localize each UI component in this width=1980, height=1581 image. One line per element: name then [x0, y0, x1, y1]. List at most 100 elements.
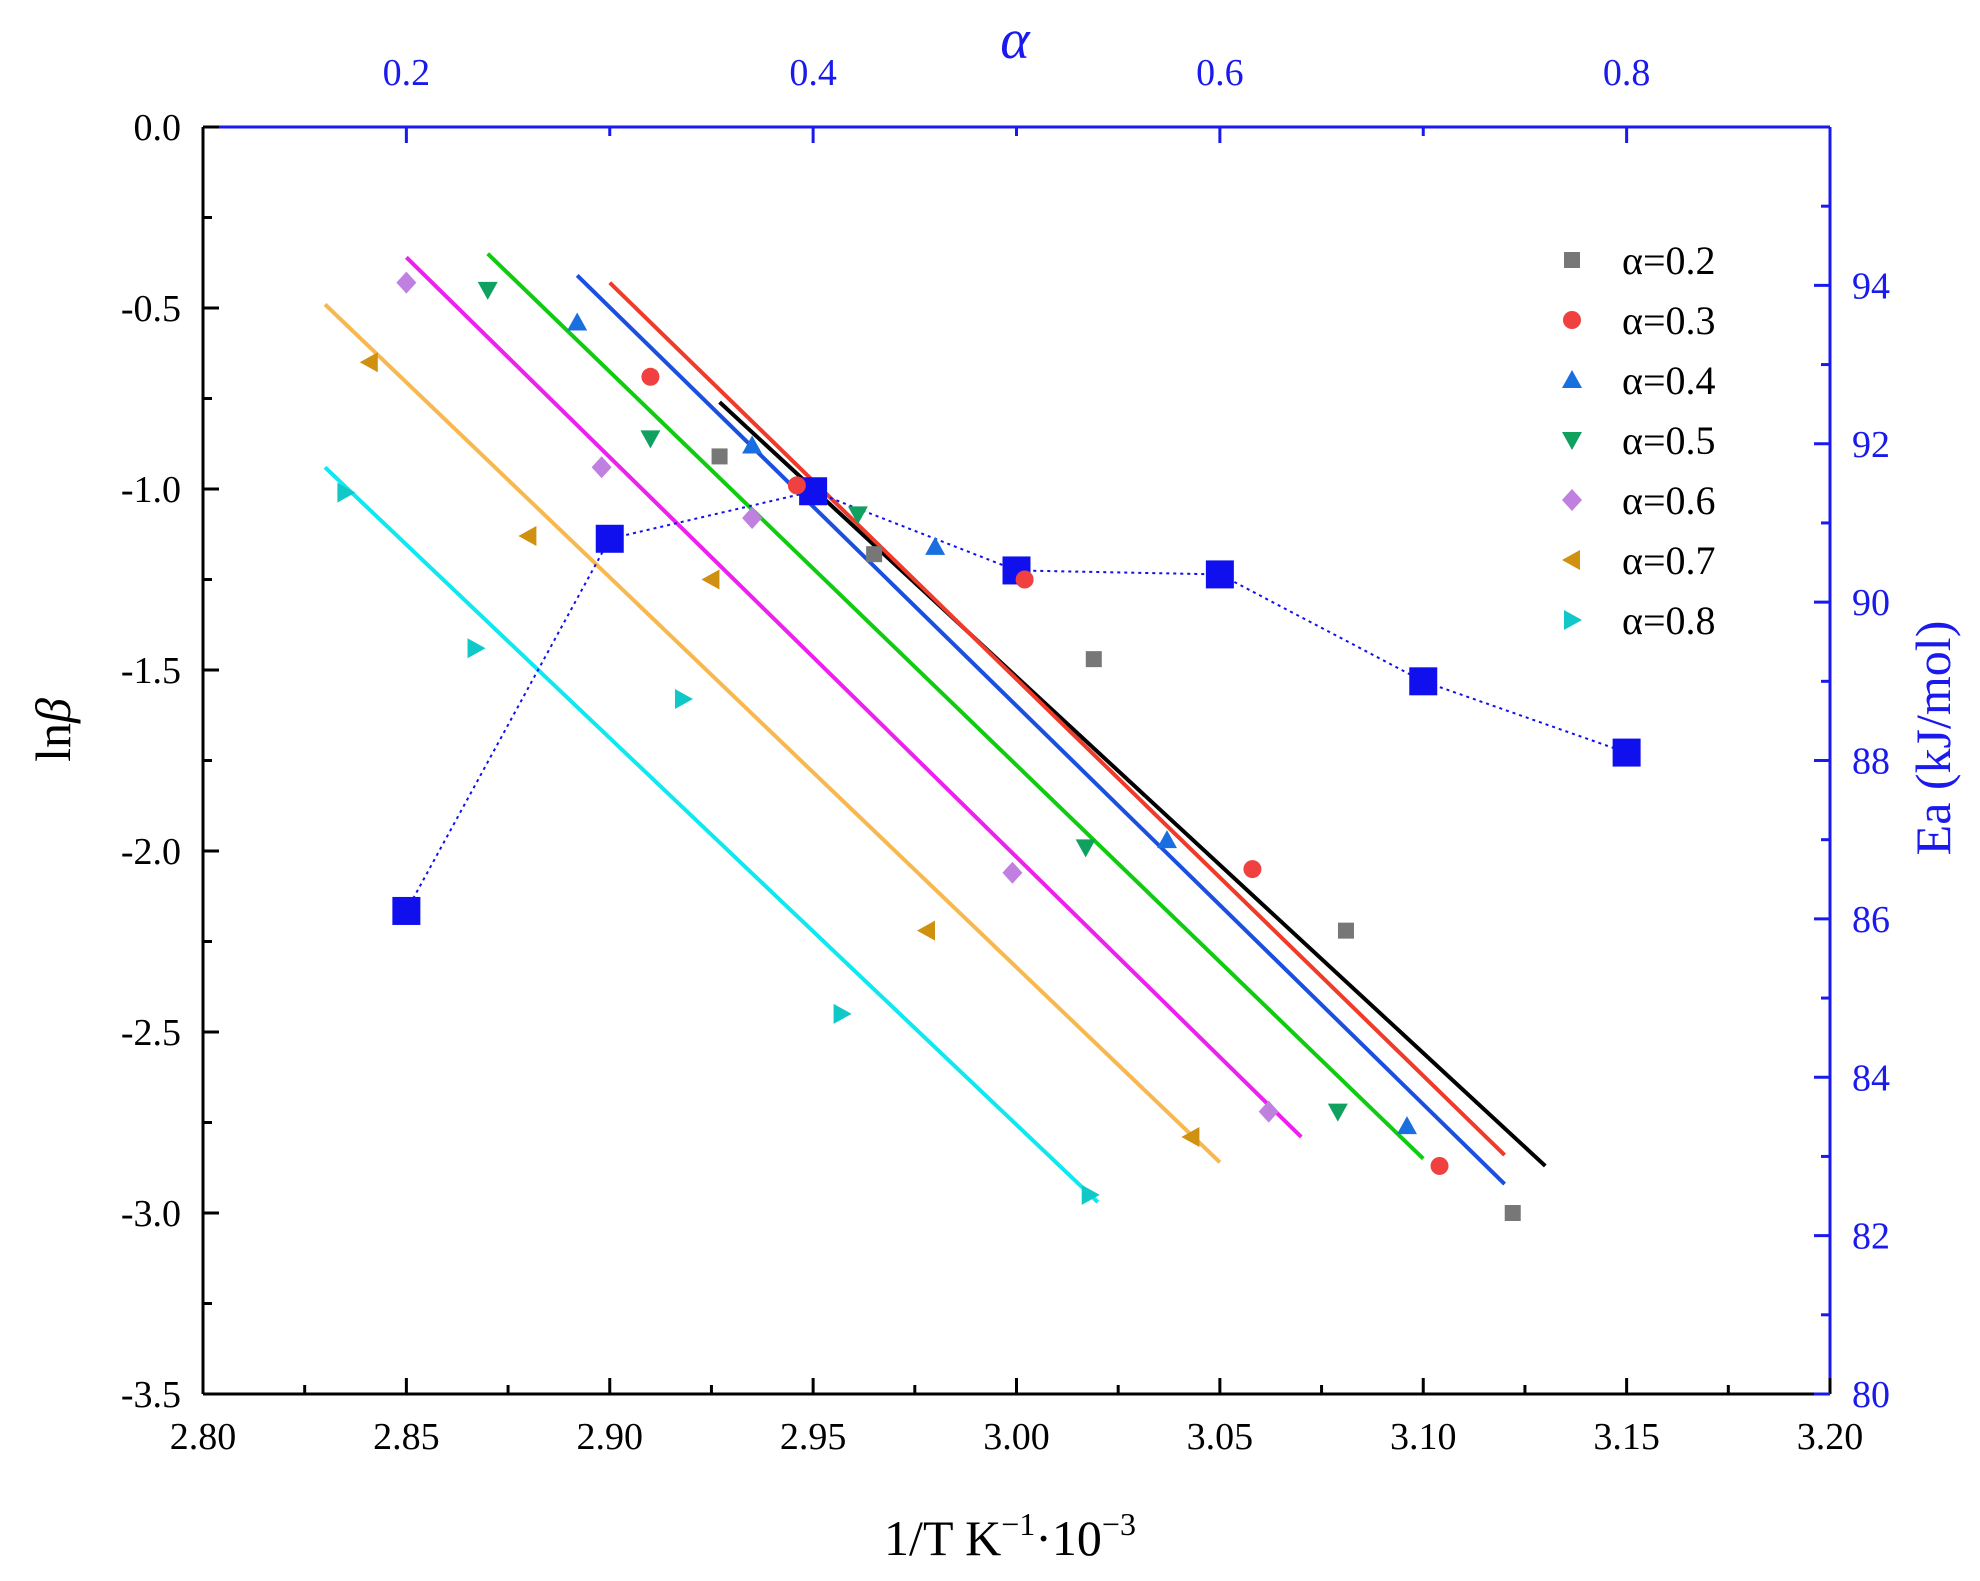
point-alpha-2-3	[1085, 651, 1102, 668]
legend-marker-3	[1563, 311, 1581, 329]
top-tick-label-2: 0.4	[789, 52, 837, 94]
point-alpha-3-1	[641, 367, 660, 386]
y-axis-title-main: ln	[25, 723, 81, 762]
point-alpha-6-1	[396, 271, 417, 294]
legend-marker-7	[1562, 550, 1580, 570]
point-alpha-4-3	[925, 536, 946, 555]
right-axis-title: Ea (kJ/mol)	[1905, 621, 1961, 856]
x-tick-label-4: 2.95	[780, 1416, 847, 1458]
point-alpha-3-5	[1430, 1156, 1449, 1175]
top-tick-label-1: 0.2	[383, 52, 431, 94]
point-alpha-5-5	[1327, 1103, 1348, 1122]
x-tick-label-8: 3.15	[1593, 1416, 1660, 1458]
legend-marker-8	[1564, 610, 1582, 630]
point-alpha-8-1	[337, 482, 356, 503]
x-axis-title-sup1: −1	[1001, 1506, 1035, 1542]
legend-label-alpha-5: α=0.5	[1622, 418, 1716, 463]
legend-label-alpha-6: α=0.6	[1622, 478, 1716, 523]
y-tick-label-5: -2.0	[121, 831, 181, 873]
point-alpha-7-3	[701, 569, 720, 590]
point-alpha-4-2	[742, 435, 763, 454]
fit-line-3	[608, 281, 1506, 1157]
y-tick-label-2: -0.5	[121, 288, 181, 330]
right-tick-label-3: 84	[1852, 1057, 1890, 1099]
ea-point-6	[1409, 667, 1438, 696]
x-axis-title-sup2: −3	[1102, 1506, 1136, 1542]
x-tick-label-2: 2.85	[373, 1416, 440, 1458]
ea-point-2	[595, 524, 624, 553]
x-tick-label-9: 3.20	[1797, 1416, 1864, 1458]
point-alpha-7-1	[359, 352, 378, 373]
legend-marker-6	[1562, 489, 1582, 511]
right-tick-label-5: 88	[1852, 741, 1890, 783]
y-tick-label-3: -1.0	[121, 469, 181, 511]
plot-frame	[201, 125, 1832, 1396]
legend-marker-5	[1562, 432, 1582, 450]
point-alpha-7-4	[917, 920, 936, 941]
point-alpha-5-3	[847, 506, 868, 525]
fit-line-2	[718, 400, 1547, 1168]
point-alpha-6-4	[1002, 861, 1023, 884]
legend-label-alpha-3: α=0.3	[1622, 298, 1716, 343]
point-alpha-2-5	[1504, 1205, 1521, 1221]
point-alpha-5-1	[477, 281, 498, 300]
x-tick-label-7: 3.10	[1390, 1416, 1457, 1458]
point-alpha-8-2	[467, 638, 486, 659]
x-tick-label-6: 3.05	[1187, 1416, 1254, 1458]
x-tick-label-3: 2.90	[577, 1416, 644, 1458]
x-axis-title: 1/T K−1·10−3	[884, 1506, 1136, 1566]
y-tick-label-4: -1.5	[121, 650, 181, 692]
top-tick-label-3: 0.6	[1196, 52, 1244, 94]
point-alpha-3-3	[1015, 570, 1034, 589]
x-tick-label-1: 2.80	[170, 1416, 237, 1458]
point-alpha-4-1	[567, 312, 588, 331]
right-tick-label-1: 80	[1852, 1374, 1890, 1416]
legend-label-alpha-8: α=0.8	[1622, 598, 1716, 643]
legend-label-alpha-7: α=0.7	[1622, 538, 1716, 583]
legend-label-alpha-4: α=0.4	[1622, 358, 1716, 403]
point-alpha-8-4	[833, 1003, 852, 1024]
point-alpha-4-4	[1156, 830, 1177, 849]
fit-line-7	[323, 302, 1222, 1164]
point-alpha-6-2	[591, 456, 612, 479]
ea-point-7	[1612, 738, 1641, 767]
point-alpha-5-2	[640, 430, 661, 449]
y-tick-label-6: -2.5	[121, 1012, 181, 1054]
point-alpha-8-5	[1081, 1184, 1100, 1205]
fit-line-4	[575, 273, 1506, 1186]
y-axis-title: lnβ	[25, 698, 81, 762]
point-alpha-2-1	[711, 448, 728, 465]
x-axis-title-main: 1/T K	[884, 1510, 1001, 1566]
ea-line	[405, 490, 1627, 912]
point-alpha-5-4	[1075, 839, 1096, 858]
point-alpha-7-2	[518, 526, 537, 547]
ea-point-1	[392, 896, 421, 925]
fit-lines	[323, 252, 1547, 1204]
right-tick-label-2: 82	[1852, 1216, 1890, 1258]
x-axis-title-mid: ·10	[1035, 1510, 1102, 1566]
y-tick-label-7: -3.0	[121, 1193, 181, 1235]
top-tick-label-4: 0.8	[1603, 52, 1651, 94]
point-alpha-4-5	[1396, 1116, 1417, 1135]
y-axis-title-italic: β	[25, 698, 81, 724]
point-alpha-8-3	[674, 688, 693, 709]
axis-ticks: 2.80 2.85 2.90 2.95 3.00 3.05 3.10 3.15 3.20 0.0 -…	[121, 52, 1890, 1458]
y-tick-label-1: 0.0	[134, 107, 182, 149]
point-alpha-6-5	[1258, 1100, 1279, 1123]
right-tick-label-6: 90	[1852, 582, 1890, 624]
fit-line-8	[323, 465, 1100, 1204]
legend-marker-2	[1564, 252, 1580, 268]
top-axis-title: α	[1000, 9, 1031, 71]
fit-line-6	[404, 255, 1303, 1139]
point-alpha-3-4	[1243, 860, 1262, 879]
x-tick-label-5: 3.00	[983, 1416, 1050, 1458]
data-points	[337, 271, 1521, 1221]
right-tick-label-4: 86	[1852, 899, 1890, 941]
ea-point-5	[1205, 560, 1234, 589]
right-tick-label-7: 92	[1852, 424, 1890, 466]
legend: α=0.2 α=0.3 α=0.4 α=0.5 α=0.6 α=0.7 α=0.8	[1562, 238, 1716, 643]
legend-marker-4	[1562, 370, 1582, 388]
point-alpha-2-4	[1337, 922, 1354, 939]
right-tick-label-8: 94	[1852, 265, 1890, 307]
